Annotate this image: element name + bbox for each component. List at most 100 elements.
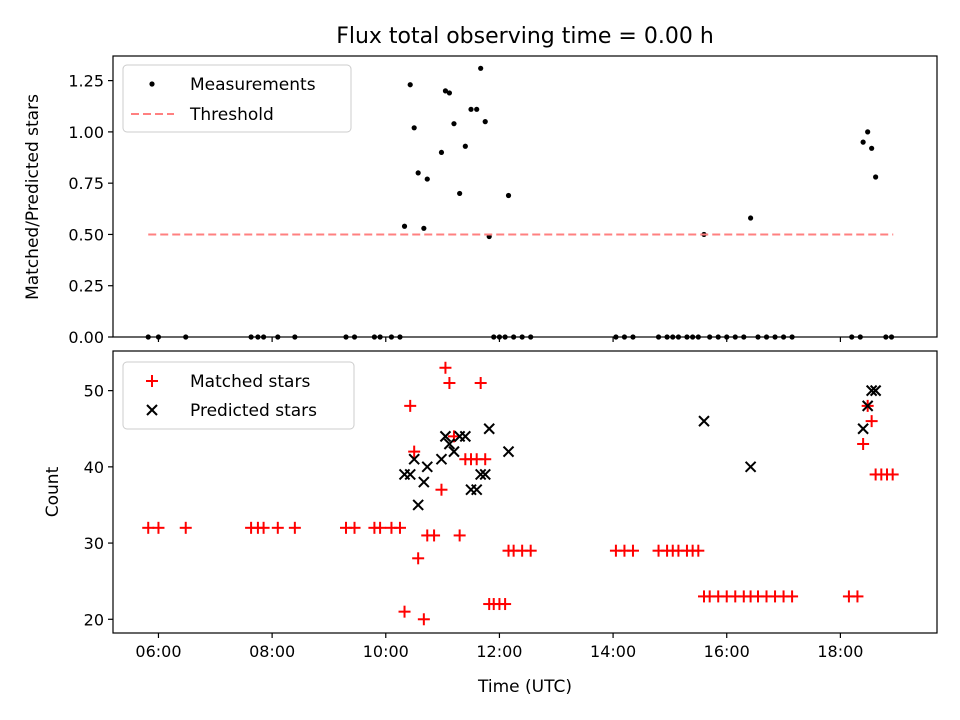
top-ticks: 0.00 0.25 0.50 0.75 1.00 1.25 xyxy=(68,72,841,347)
predicted-star-point xyxy=(443,438,456,450)
top-ylabel: Matched/Predicted stars xyxy=(23,94,43,300)
predicted-star-point xyxy=(408,453,420,465)
matched-star-point xyxy=(439,361,452,374)
matched-star-point xyxy=(152,521,165,534)
matched-star-point xyxy=(398,605,411,618)
matched-star-point xyxy=(408,445,421,458)
matched-star-point xyxy=(692,544,705,557)
predicted-star-point xyxy=(865,384,878,397)
predicted-star-point xyxy=(479,468,491,481)
predicted-star-point xyxy=(474,468,487,481)
matched-star-point xyxy=(786,590,799,603)
predicted-star-point xyxy=(470,484,483,496)
predicted-star-point xyxy=(421,461,433,473)
measurement-point xyxy=(474,106,480,112)
measurement-point xyxy=(401,223,408,229)
top-ytick-label: 0.25 xyxy=(68,277,104,296)
predicted-star-point xyxy=(502,445,515,458)
bottom-ytick-label: 40 xyxy=(84,458,104,477)
legend-predicted-label: Predicted stars xyxy=(190,401,317,421)
matched-star-point xyxy=(142,521,155,534)
measurement-point xyxy=(421,225,427,231)
bottom-xlabel: Time (UTC) xyxy=(477,677,572,697)
matched-star-point xyxy=(443,377,456,390)
bottom-ytick-label: 30 xyxy=(84,534,104,553)
measurement-point xyxy=(424,176,430,182)
predicted-star-point xyxy=(418,476,430,488)
legend-threshold-label: Threshold xyxy=(189,105,274,125)
measurement-point xyxy=(446,90,453,96)
matched-star-point xyxy=(288,521,301,534)
matched-star-point xyxy=(271,521,284,534)
matched-star-point xyxy=(417,613,430,626)
measurement-point xyxy=(451,121,457,127)
matched-star-point xyxy=(626,544,639,557)
matched-star-point xyxy=(499,598,512,611)
measurement-point xyxy=(468,106,474,112)
matched-star-point xyxy=(374,521,387,534)
measurement-point xyxy=(860,139,866,145)
measurement-point xyxy=(411,125,417,131)
predicted-star-point xyxy=(435,453,448,465)
predicted-star-point xyxy=(861,400,874,412)
top-ytick-label: 1.00 xyxy=(68,123,104,142)
measurement-point xyxy=(865,129,871,135)
matched-star-point xyxy=(865,415,878,428)
matched-star-point xyxy=(393,521,406,534)
measurement-point xyxy=(407,82,413,88)
predicted-star-point xyxy=(857,423,869,435)
bottom-ylabel: Count xyxy=(43,466,63,517)
top-ytick-label: 0.75 xyxy=(68,174,104,193)
predicted-star-point xyxy=(448,445,460,458)
bottom-marks xyxy=(142,361,899,626)
top-ytick-label: 0.00 xyxy=(68,328,104,347)
matched-star-point xyxy=(257,521,270,534)
bottom-panel: 20 30 40 50 06:00 08:00 10:00 12:00 14:00 16:00 18… xyxy=(43,350,938,697)
matched-star-point xyxy=(412,552,425,565)
predicted-star-point xyxy=(439,430,452,443)
matched-star-point xyxy=(479,453,492,466)
matched-star-point xyxy=(435,483,448,496)
measurement-point xyxy=(442,88,449,94)
measurement-point xyxy=(482,119,488,125)
bottom-ytick-label: 20 xyxy=(84,610,104,629)
measurement-point xyxy=(415,170,421,176)
top-ytick-label: 1.25 xyxy=(68,72,104,91)
bottom-plot-frame xyxy=(112,350,938,634)
measurement-point xyxy=(873,174,879,180)
measurement-point xyxy=(748,215,754,221)
matched-star-point xyxy=(348,521,361,534)
predicted-star-point xyxy=(869,384,882,397)
bottom-xtick-label: 16:00 xyxy=(704,642,750,661)
matched-star-point xyxy=(886,468,899,481)
bottom-xtick-label: 18:00 xyxy=(817,642,863,661)
matched-star-point xyxy=(474,377,487,390)
bottom-legend-box xyxy=(122,361,355,430)
predicted-star-point xyxy=(412,499,424,511)
bottom-xtick-label: 10:00 xyxy=(363,642,409,661)
top-title: Flux total observing time = 0.00 h xyxy=(336,24,714,49)
legend-matched-label: Matched stars xyxy=(190,372,310,392)
bottom-ticks: 20 30 40 50 06:00 08:00 10:00 12:00 14:00 16:00 18… xyxy=(84,382,864,661)
measurement-point xyxy=(478,65,484,71)
measurement-point xyxy=(438,149,445,156)
legend-measurements-label: Measurements xyxy=(190,75,316,95)
matched-star-point xyxy=(524,544,537,557)
predicted-star-point xyxy=(404,468,416,481)
legend-matched-marker xyxy=(146,375,158,387)
bottom-xtick-label: 06:00 xyxy=(135,642,181,661)
matched-star-point xyxy=(428,529,441,542)
bottom-ytick-label: 50 xyxy=(84,382,104,401)
bottom-xtick-label: 12:00 xyxy=(476,642,522,661)
predicted-star-point xyxy=(459,430,472,443)
bottom-xtick-label: 08:00 xyxy=(249,642,295,661)
top-panel: Flux total observing time = 0.00 h 0.00 0… xyxy=(23,24,938,347)
measurement-point xyxy=(457,190,463,197)
predicted-star-point xyxy=(698,415,710,427)
predicted-star-point xyxy=(744,461,757,473)
top-legend-box xyxy=(122,64,352,133)
matched-star-point xyxy=(453,529,466,542)
top-plot-frame xyxy=(112,55,938,338)
matched-star-point xyxy=(404,399,417,412)
